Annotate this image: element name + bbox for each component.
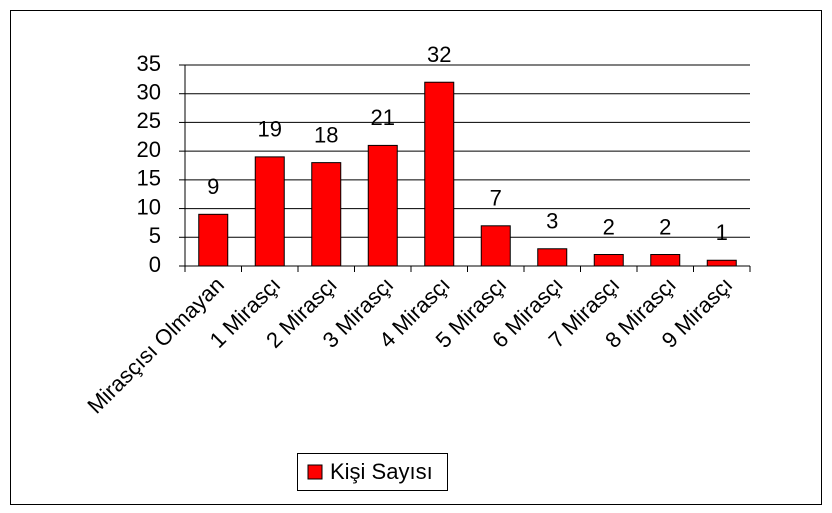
bar [650, 254, 681, 267]
bar [593, 254, 624, 267]
data-label: 7 [490, 186, 502, 211]
y-tick-label: 0 [149, 252, 161, 277]
bar [198, 213, 229, 267]
data-label: 2 [659, 214, 671, 239]
y-tick-label: 30 [137, 80, 161, 105]
bar [537, 248, 568, 267]
legend-label: Kişi Sayısı [330, 459, 433, 484]
bar [480, 225, 511, 267]
data-label: 32 [427, 42, 451, 67]
data-label: 3 [546, 209, 558, 234]
data-label: 9 [207, 174, 219, 199]
y-tick-label: 35 [137, 51, 161, 76]
bar [424, 81, 455, 267]
bar [254, 156, 285, 267]
y-tick-label: 10 [137, 194, 161, 219]
y-tick-label: 15 [137, 166, 161, 191]
y-tick-label: 5 [149, 223, 161, 248]
data-label: 1 [716, 220, 728, 245]
legend-swatch [307, 464, 323, 480]
chart-border [10, 10, 822, 505]
bar [367, 144, 398, 267]
data-label: 21 [371, 105, 395, 130]
y-tick-label: 20 [137, 137, 161, 162]
bar [311, 162, 342, 267]
bar [706, 259, 737, 267]
data-label: 2 [603, 214, 615, 239]
data-label: 19 [258, 117, 282, 142]
y-tick-label: 25 [137, 108, 161, 133]
data-label: 18 [314, 122, 338, 147]
